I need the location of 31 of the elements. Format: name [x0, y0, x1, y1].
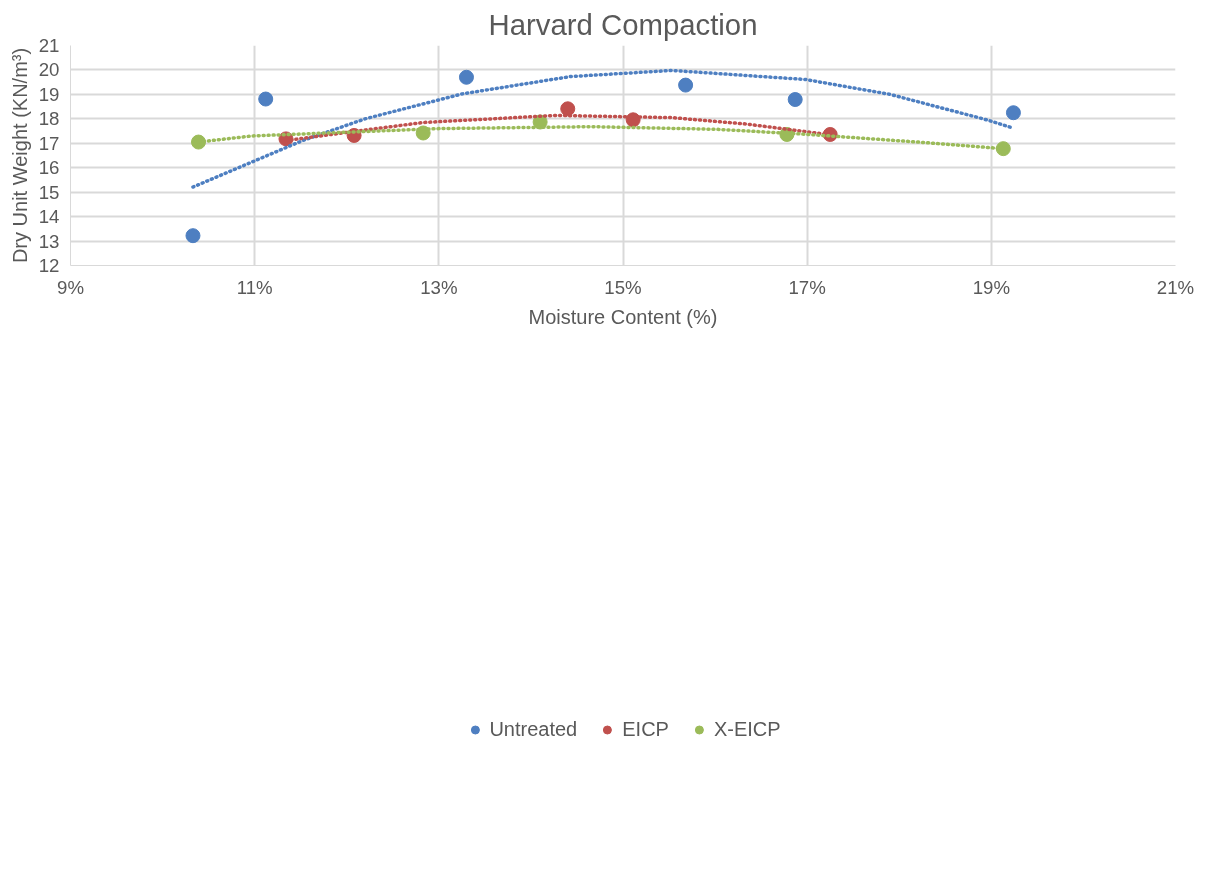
y-tick-label: 20	[38, 59, 60, 81]
x-tick-label: 13%	[420, 276, 458, 298]
x-tick-label: 11%	[236, 276, 273, 298]
y-tick-label: 13	[38, 230, 60, 252]
point	[1005, 105, 1021, 121]
y-tick-label: 16	[38, 157, 60, 179]
legend-label: X-EICP	[713, 717, 781, 741]
y-tick-label: 14	[38, 206, 60, 228]
y-tick-label: 19	[38, 83, 60, 105]
point	[560, 101, 576, 117]
chart-title: Harvard Compaction	[488, 7, 758, 41]
point	[258, 91, 274, 107]
y-tick-label: 15	[38, 181, 60, 203]
x-tick-label: 19%	[972, 276, 1011, 298]
legend-label: EICP	[622, 717, 669, 741]
y-tick-label: 21	[38, 35, 60, 56]
x-tick-label: 9%	[57, 276, 84, 298]
point	[787, 92, 803, 108]
x-tick-label: 21%	[1156, 276, 1195, 298]
x-axis-title: Moisture Content (%)	[528, 305, 718, 328]
y-tick-label: 17	[38, 132, 60, 154]
y-tick-label: 12	[38, 255, 60, 276]
x-tick-label: 15%	[604, 276, 642, 298]
point	[458, 69, 474, 85]
point	[185, 228, 201, 244]
legend-label: Untreated	[489, 717, 578, 741]
y-axis-title: Dry Unit Weight (KN/m³)	[8, 47, 31, 264]
x-tick-label: 17%	[788, 276, 826, 298]
line-series	[191, 68, 1015, 189]
y-tick-label: 18	[38, 108, 60, 130]
point	[678, 77, 694, 93]
